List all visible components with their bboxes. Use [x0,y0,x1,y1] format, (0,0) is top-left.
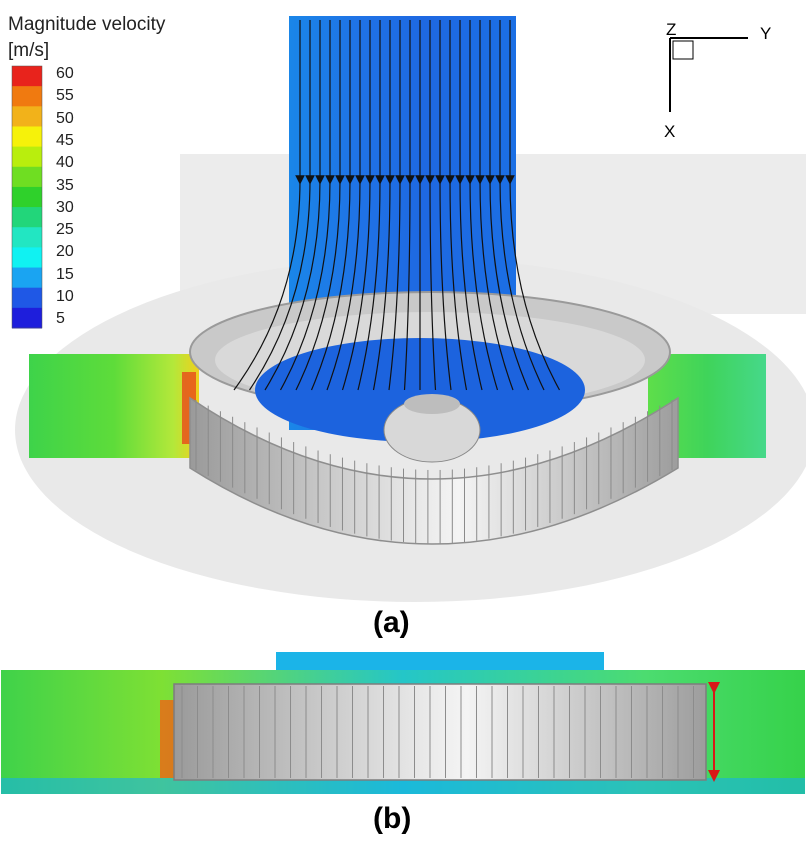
streamline [279,20,335,391]
legend-swatch [12,86,42,107]
streamline [403,20,415,391]
streamline [326,20,365,391]
streamlines [233,20,561,391]
streamline [425,20,437,391]
legend-swatch [12,287,42,309]
side-slice-top [276,652,604,670]
axis-y-label: Y [760,24,772,43]
streamline [495,20,545,391]
left-flow-slice [29,354,199,458]
streamline [357,20,385,391]
streamline [505,20,561,391]
legend-swatch [12,146,42,168]
axis-x-label: X [664,122,676,141]
legend-tick-label: 55 [56,87,74,105]
legend-tick-label: 60 [56,65,74,82]
legend-swatch [12,106,42,127]
streamline [295,20,345,391]
legend-swatch [12,207,42,228]
legend-outline [11,65,43,329]
streamline [388,20,405,391]
legend-tick-label: 45 [56,131,74,149]
streamline [264,20,325,391]
impeller-hub-top [404,394,460,414]
streamline [475,20,514,391]
legend-swatch [12,186,42,208]
legend-swatch [12,247,42,269]
legend-swatch [12,166,42,188]
legend-tick-label: 10 [56,288,74,305]
axis-z-label: Z [666,20,677,39]
streamline [341,20,375,391]
streamline [310,20,355,391]
legend-title: Magnitude velocity [8,14,166,35]
streamline [485,20,530,391]
legend-tick-label: 40 [56,154,74,172]
legend-tick-label: 25 [56,221,74,239]
side-slice-bottom-band [1,778,805,794]
legend-swatch [12,126,42,148]
impeller-blades [195,400,673,544]
streamline [465,20,499,391]
legend-tick-label: 50 [56,109,74,127]
panel-a-label: (a) [373,606,410,639]
legend-tick-label: 30 [56,198,74,216]
streamline [435,20,452,391]
impeller-shell [189,396,679,545]
legend-swatch [12,267,42,289]
legend-swatch [12,307,42,329]
legend-colorbar [11,65,43,329]
legend-swatch [12,66,42,87]
legend-unit: [m/s] [8,40,50,61]
panel-b-label: (b) [373,802,412,835]
side-slice-hotspot [160,700,174,778]
axis-triad [669,37,748,112]
legend-tick-label: 35 [56,176,74,194]
legend-swatch [12,227,42,248]
streamline [372,20,395,391]
streamline [445,20,468,391]
streamline [455,20,483,391]
side-impeller [173,683,707,781]
legend-tick-label: 5 [56,310,65,328]
side-impeller-blades [181,686,694,778]
streamline [233,20,305,391]
streamline [249,20,315,391]
legend-tick-label: 15 [56,265,74,283]
legend-tick-label: 20 [56,243,74,261]
